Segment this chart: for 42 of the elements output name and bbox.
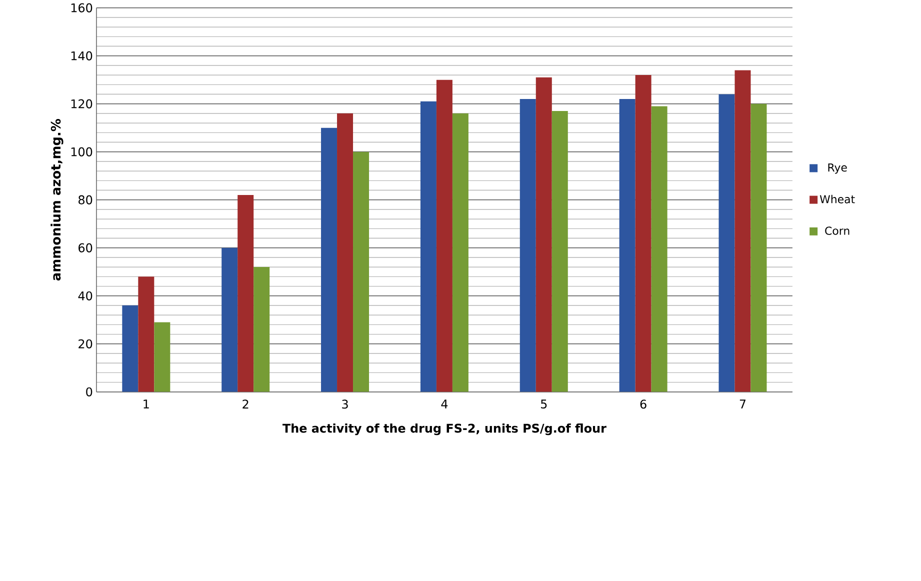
- bar: [420, 101, 436, 392]
- x-tick-label: 7: [740, 399, 746, 408]
- x-tick-label: 5: [540, 399, 547, 408]
- y-tick-label: 60: [78, 243, 92, 252]
- y-tick-label: 20: [78, 339, 92, 348]
- bar: [154, 322, 170, 392]
- y-tick-label: 0: [86, 387, 92, 396]
- bar: [651, 106, 668, 392]
- bar: [552, 110, 568, 392]
- bar: [718, 94, 735, 392]
- x-tick-label: 3: [342, 399, 348, 408]
- x-tick-label: 6: [640, 399, 646, 408]
- legend-label: Rye: [828, 163, 847, 174]
- y-tick-label: 80: [78, 195, 92, 204]
- bar: [520, 98, 536, 392]
- bar: [238, 194, 254, 392]
- x-tick-label: 1: [144, 399, 149, 408]
- legend-label: Wheat: [820, 194, 855, 204]
- bar: [122, 305, 138, 392]
- bar: [750, 104, 767, 392]
- legend-label: Corn: [825, 226, 850, 235]
- y-tick-label: 140: [71, 51, 92, 60]
- y-tick-label: 160: [71, 3, 92, 12]
- bar: [321, 128, 338, 392]
- y-tick-label: 120: [71, 99, 92, 108]
- y-tick-label: 40: [78, 291, 92, 300]
- bar: [536, 77, 552, 392]
- x-tick-label: 2: [242, 399, 248, 408]
- bar: [734, 70, 751, 392]
- bar: [138, 276, 154, 392]
- bar: [337, 113, 354, 392]
- bar: [436, 80, 452, 392]
- y-tick-label: 100: [71, 147, 92, 156]
- y-axis-title: ammonium azot,mg.%: [50, 118, 64, 280]
- bar: [619, 98, 636, 392]
- bar: [635, 74, 652, 392]
- bar: [222, 248, 238, 392]
- x-axis-title: The activity of the drug FS-2, units PS/g.of flour: [282, 423, 606, 435]
- bar: [452, 113, 468, 392]
- bar: [353, 152, 370, 392]
- x-tick-label: 4: [441, 399, 448, 408]
- bar: [254, 266, 270, 392]
